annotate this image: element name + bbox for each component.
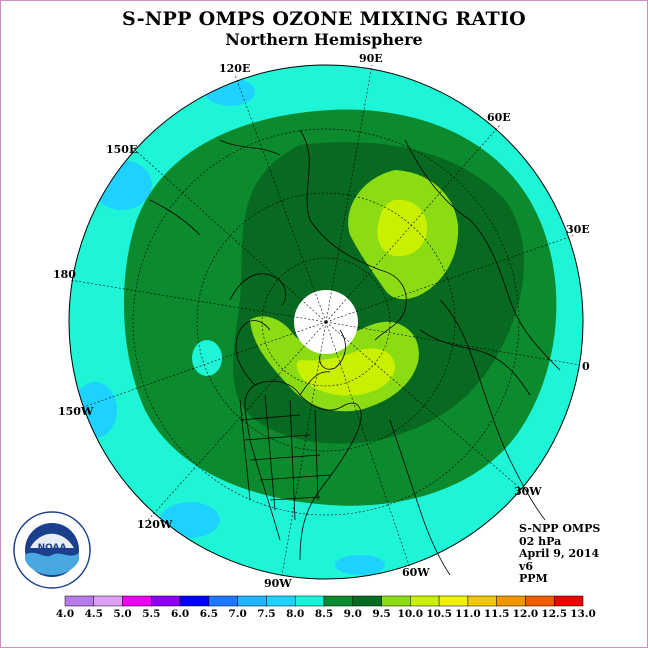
colorbar-tick-label: 5.0: [113, 608, 132, 620]
colorbar-swatch: [496, 595, 526, 607]
colorbar-swatch: [122, 595, 152, 607]
coastlines: [149, 129, 561, 576]
colorbar-swatch: [438, 595, 469, 607]
graticule: [69, 64, 581, 576]
lon-label-180: 180: [53, 268, 76, 281]
colorbar-tick-label: 11.5: [483, 608, 510, 620]
colorbar-swatch: [410, 595, 440, 607]
colorbar-tick-label: 11.0: [455, 608, 481, 620]
colorbar-swatch: [553, 595, 584, 607]
chart-subtitle: Northern Hemisphere: [225, 30, 423, 49]
colorbar-tick-label: 6.0: [170, 608, 190, 620]
lon-label-30w: 30W: [514, 485, 542, 498]
chart-title: S-NPP OMPS OZONE MIXING RATIO: [121, 8, 527, 30]
lon-label-30e: 30E: [566, 223, 590, 236]
colorbar-swatch: [266, 595, 296, 607]
ozone-region-7.5-8.0-hole: [192, 340, 222, 376]
info-version: v6: [519, 559, 534, 573]
lon-label-150w: 150W: [58, 405, 94, 418]
ozone-region-7.0-7.5-north: [205, 78, 255, 106]
colorbar-tick-label: 8.0: [286, 608, 305, 620]
colorbar-tick-label: 10.5: [426, 608, 452, 620]
colorbar-swatch: [237, 595, 267, 607]
colorbar-tick-label: 12.0: [512, 608, 539, 620]
colorbar-tick-label: 8.5: [314, 608, 334, 620]
colorbar-swatch: [64, 595, 95, 607]
colorbar-swatch: [381, 595, 411, 607]
colorbar: [64, 595, 584, 607]
ozone-field: [69, 65, 583, 579]
colorbar-swatch: [208, 595, 238, 607]
info-block: S-NPP OMPS 02 hPa April 9, 2014 v6 PPM: [519, 522, 601, 586]
colorbar-swatch: [467, 595, 497, 607]
colorbar-tick-label: 7.0: [228, 608, 247, 620]
lon-label-0: 0: [582, 360, 590, 373]
colorbar-tick-label: 7.5: [257, 608, 276, 620]
colorbar-tick-label: 4.5: [84, 608, 103, 620]
colorbar-tick-label: 13.0: [570, 608, 596, 620]
lon-label-60e: 60E: [487, 111, 511, 124]
colorbar-tick-label: 6.5: [199, 608, 219, 620]
colorbar-swatch: [179, 595, 210, 607]
ozone-region-7.0-7.5-south: [160, 502, 220, 538]
lon-label-150e: 150E: [106, 143, 138, 156]
colorbar-swatch: [151, 595, 181, 607]
colorbar-tick-label: 9.0: [343, 608, 362, 620]
colorbar-swatch: [525, 595, 555, 607]
colorbar-swatch: [352, 595, 382, 607]
ozone-region-7.0-7.5-west: [92, 160, 152, 210]
lon-label-120e: 120E: [219, 62, 251, 75]
noaa-logo: NOAA: [13, 511, 91, 589]
colorbar-tick-label: 5.5: [142, 608, 161, 620]
info-date: April 9, 2014: [519, 547, 600, 560]
ozone-region-9.5-10.0-north: [377, 199, 428, 257]
info-units: PPM: [519, 572, 548, 585]
colorbar-tick-label: 9.5: [372, 608, 391, 620]
lon-label-90e: 90E: [359, 52, 383, 65]
ozone-region-7.0-7.5-se: [335, 555, 385, 575]
ozone-region-9.5-10.0-south: [296, 348, 395, 396]
lon-label-60w: 60W: [402, 566, 430, 579]
colorbar-swatch: [323, 595, 354, 607]
lon-label-120w: 120W: [137, 518, 173, 531]
colorbar-tick-label: 10.0: [397, 608, 424, 620]
colorbar-tick-label: 4.0: [55, 608, 75, 620]
info-level: 02 hPa: [519, 534, 562, 548]
map-boundary: [68, 64, 584, 580]
colorbar-swatch: [294, 595, 325, 607]
noaa-logo-text: NOAA: [38, 543, 67, 553]
colorbar-swatch: [93, 595, 123, 607]
lon-label-90w: 90W: [264, 577, 292, 590]
colorbar-tick-label: 12.5: [541, 608, 568, 620]
info-instrument: S-NPP OMPS: [519, 522, 601, 535]
